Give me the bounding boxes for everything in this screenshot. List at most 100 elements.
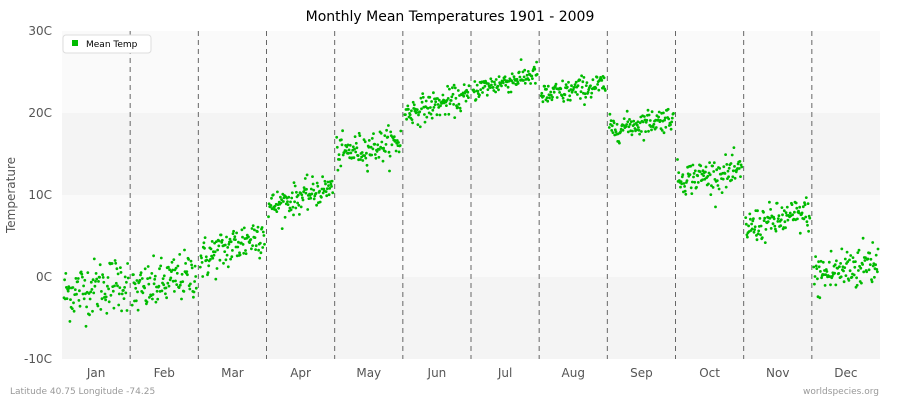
data-point [618, 141, 621, 145]
data-point [666, 107, 670, 111]
data-point [438, 113, 442, 117]
data-point [88, 313, 91, 317]
data-point [301, 196, 304, 200]
data-point [561, 79, 564, 83]
data-point [324, 190, 328, 194]
data-point [522, 79, 525, 82]
x-tick-label: Aug [562, 366, 585, 380]
data-point [429, 112, 433, 116]
data-point [664, 125, 668, 129]
data-point [102, 280, 106, 284]
data-point [696, 181, 700, 184]
data-point [784, 211, 788, 215]
data-point [290, 196, 294, 200]
data-point [870, 278, 873, 281]
data-point [341, 129, 344, 133]
data-point [622, 117, 626, 120]
x-tick-label: Jul [497, 366, 512, 380]
data-point [869, 257, 873, 261]
data-point [650, 128, 653, 132]
data-point [628, 118, 631, 121]
data-point [216, 248, 220, 252]
data-point [305, 187, 308, 191]
data-point [351, 145, 355, 149]
data-point [244, 249, 247, 252]
data-point [670, 120, 674, 124]
data-point [408, 113, 412, 117]
data-point [857, 269, 860, 272]
data-point [209, 258, 212, 261]
data-point [568, 94, 572, 98]
data-point [837, 272, 841, 275]
data-point [418, 110, 422, 114]
data-point [791, 213, 794, 217]
data-point [871, 241, 875, 244]
data-point [696, 174, 700, 178]
data-point [756, 232, 760, 236]
data-point [363, 140, 367, 144]
data-point [229, 257, 233, 261]
data-point [67, 286, 71, 290]
data-point [217, 244, 221, 248]
data-point [91, 309, 94, 313]
data-point [209, 247, 213, 251]
data-point [434, 100, 438, 104]
data-point [385, 128, 388, 132]
data-point [323, 179, 327, 183]
data-point [134, 299, 138, 303]
data-point [417, 113, 420, 117]
data-point [515, 77, 519, 81]
data-point [548, 96, 551, 100]
data-point [817, 265, 821, 269]
data-point [220, 241, 224, 244]
data-point [552, 90, 556, 94]
data-point [124, 291, 128, 295]
data-point [783, 220, 787, 224]
data-point [590, 91, 594, 95]
data-point [297, 203, 301, 207]
data-point [663, 118, 666, 122]
data-point [763, 216, 767, 220]
data-point [226, 265, 230, 269]
data-point [612, 121, 616, 125]
data-point [174, 279, 177, 283]
data-point [525, 73, 529, 77]
data-point [733, 165, 736, 168]
data-point [711, 164, 714, 168]
data-point [88, 297, 92, 301]
data-point [481, 91, 484, 94]
data-point [602, 85, 605, 88]
data-point [744, 216, 748, 220]
data-point [849, 254, 853, 257]
data-point [759, 233, 762, 237]
data-point [113, 259, 117, 262]
data-point [842, 269, 845, 273]
data-point [222, 261, 225, 265]
data-point [344, 149, 348, 153]
data-point [850, 275, 854, 279]
y-tick-label: 10C [28, 188, 52, 202]
data-point [318, 189, 321, 193]
data-point [788, 211, 792, 215]
data-point [866, 257, 870, 261]
data-point [321, 175, 324, 179]
data-point [358, 134, 362, 138]
data-point [406, 104, 410, 108]
data-point [715, 179, 719, 183]
data-point [193, 264, 197, 268]
data-point [236, 245, 240, 249]
data-point [189, 282, 192, 286]
data-point [339, 164, 343, 168]
data-point [373, 142, 377, 146]
data-point [218, 258, 222, 262]
data-point [133, 282, 137, 286]
data-point [555, 96, 559, 99]
data-point [595, 75, 599, 79]
data-point [348, 143, 352, 147]
data-point [394, 149, 398, 153]
data-point [387, 150, 391, 154]
data-point [684, 192, 688, 196]
data-point [780, 206, 784, 210]
data-point [825, 270, 829, 273]
data-point [92, 291, 96, 295]
